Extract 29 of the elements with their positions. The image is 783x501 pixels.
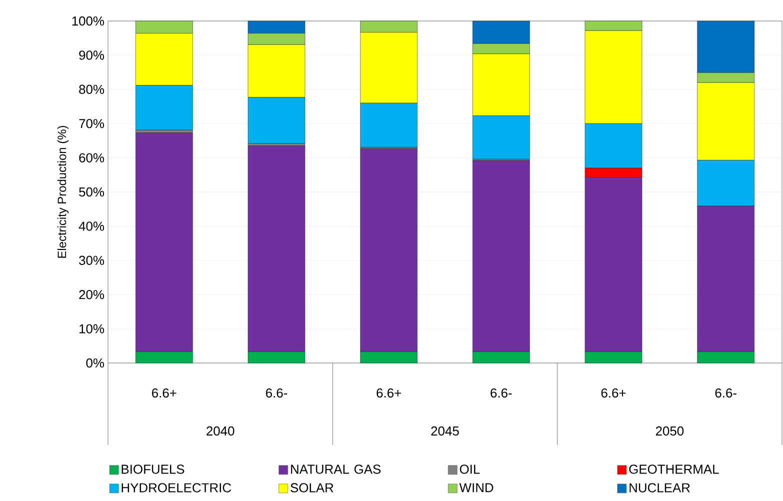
text: 2050 [656,426,684,436]
x-tick-label: 6.6+ [601,388,626,398]
x-tick-label: 6.6- [266,388,288,398]
legend-label: GEOTHERMAL [629,464,719,474]
y-tick-label: 40% [78,222,104,231]
y-tick-label: 30% [79,256,104,265]
y-tick-label: 0% [86,358,104,368]
x-tick-label: 6.6+ [152,388,176,398]
y-tick-label: 70% [79,119,104,128]
y-tick-label: 20% [79,290,104,300]
legend-label: SOLAR [290,483,334,492]
y-tick-label: 50% [79,187,104,197]
legend-label: HYDROELECTRIC [122,483,232,492]
legend-label: OIL [460,464,480,474]
text: 2045 [431,426,459,436]
x-tick-label: 6.6- [715,388,736,398]
legend-label: BIOFUELS [122,464,184,474]
y-tick-label: 100% [72,16,104,26]
y-axis-title: Electricity Production (%) [57,126,69,258]
y-tick-label: 80% [79,84,104,94]
x-tick-label: 6.6+ [376,388,401,398]
y-tick-label: 10% [80,324,104,334]
x-tick-label: 6.6- [490,388,512,398]
legend-label: WIND [459,483,494,492]
legend-label: NATURAL GAS [291,464,381,474]
legend-label: NUCLEAR [630,483,690,492]
y-tick-label: 90% [79,50,104,60]
text: 2040 [206,426,234,436]
y-tick-label: 60% [79,153,104,162]
